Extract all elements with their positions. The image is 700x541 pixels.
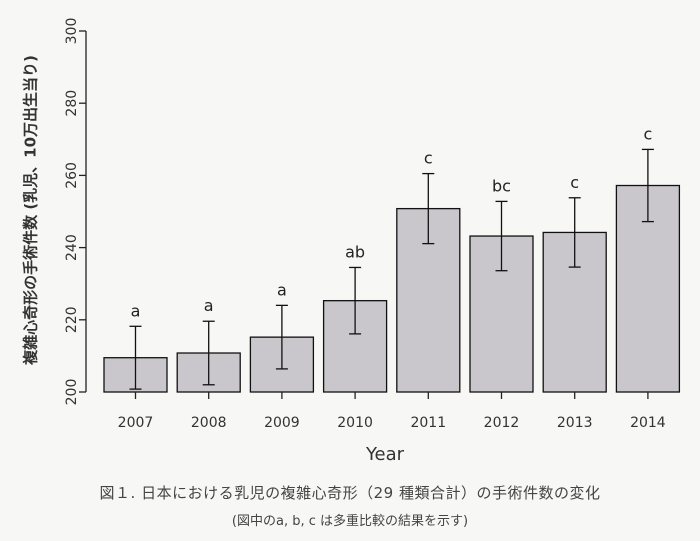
bar-chart: 複雑心奇形の手術件数 (乳児、10万出生当り) 200 220 240 260 280 3… xyxy=(22,18,681,465)
significance-letter: bc xyxy=(492,176,511,195)
x-tick-label: 2009 xyxy=(264,415,300,431)
significance-letter: a xyxy=(131,301,141,320)
significance-letter: a xyxy=(204,296,214,315)
y-tick-label: 220 xyxy=(64,306,80,333)
significance-letter: c xyxy=(644,124,653,143)
y-tick-label: 260 xyxy=(64,162,80,189)
x-tick-label: 2013 xyxy=(557,415,593,431)
figure-caption: 図１. 日本における乳児の複雑心奇形（29 種類合計）の手術件数の変化 xyxy=(99,484,601,502)
y-tick-label: 300 xyxy=(64,18,80,45)
y-tick-label: 240 xyxy=(64,234,80,261)
x-tick-label: 2008 xyxy=(191,415,227,431)
significance-letter: ab xyxy=(345,242,365,261)
y-tick-label: 280 xyxy=(64,90,80,117)
x-tick-label: 2007 xyxy=(118,415,154,431)
x-tick-label: 2014 xyxy=(630,415,666,431)
x-tick-label: 2011 xyxy=(410,415,446,431)
y-tick-label: 200 xyxy=(64,379,80,406)
x-axis-label: Year xyxy=(365,444,405,465)
x-tick-label: 2012 xyxy=(484,415,520,431)
x-tick-label: 2010 xyxy=(337,415,373,431)
significance-letter: c xyxy=(570,173,579,192)
figure-caption-note: (図中のa, b, c は多重比較の結果を示す) xyxy=(231,514,469,529)
significance-letter: c xyxy=(424,149,433,168)
chart-svg: 200 220 240 260 280 300 a 2007 a 2008 a 2009 ab 2010 c… xyxy=(64,18,681,465)
significance-letter: a xyxy=(277,280,287,299)
